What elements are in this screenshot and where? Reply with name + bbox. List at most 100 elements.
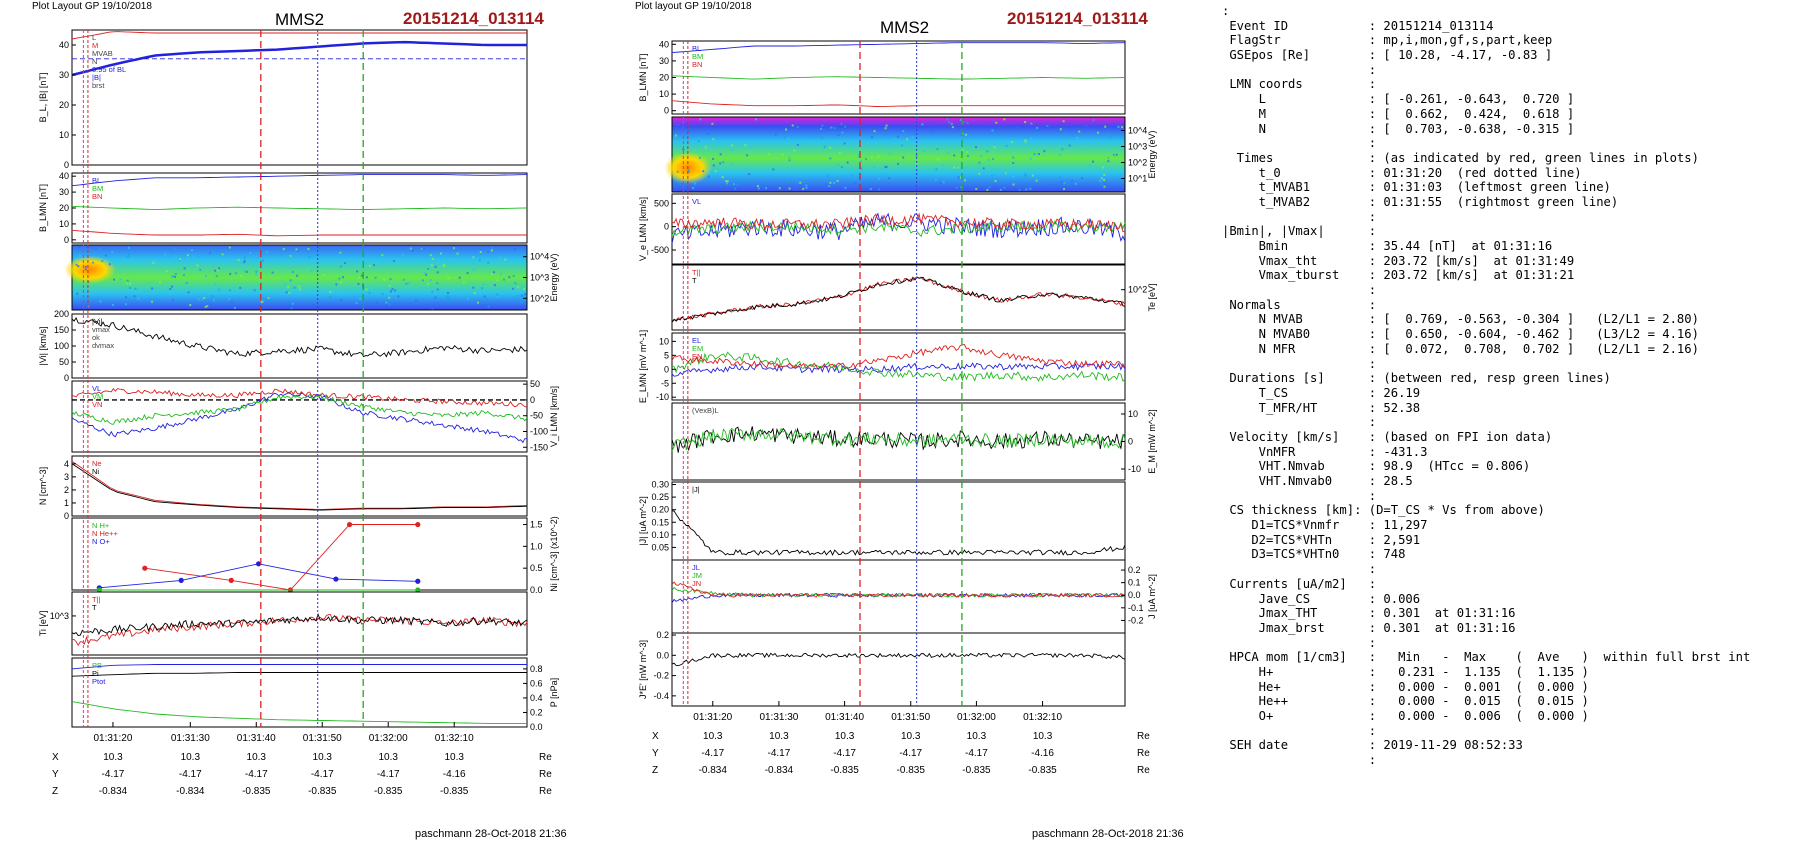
y-axis-label: B_LMN [nT]: [38, 184, 48, 232]
spectrogram-pixel: [436, 282, 439, 285]
spectrogram-pixel: [788, 156, 791, 159]
spectrogram-pixel: [290, 307, 293, 310]
legend-entry: Ne: [92, 459, 102, 468]
spectrogram-pixel: [1046, 124, 1049, 127]
position-value: -4.16: [443, 769, 466, 780]
spectrogram-pixel: [704, 146, 707, 149]
y-axis-label: N [cm^-3]: [38, 467, 48, 505]
spectrogram-pixel: [702, 170, 705, 173]
spectrogram-pixel: [931, 119, 934, 122]
spectrogram-pixel: [74, 252, 77, 255]
info-line: CS thickness [km]: (D=T_CS * Vs from abo…: [1222, 503, 1545, 518]
spectrogram-pixel: [805, 186, 808, 189]
spectrogram-pixel: [383, 278, 386, 281]
spectrogram-pixel: [174, 273, 177, 276]
series--vi-: [71, 317, 528, 358]
spectrogram-pixel: [966, 122, 969, 125]
spectrogram-pixel: [844, 125, 847, 128]
spectrogram-pixel: [389, 278, 392, 281]
spectrogram-pixel: [126, 255, 129, 258]
spectrogram-pixel: [508, 276, 511, 279]
info-line: N MVAB : [ 0.769, -0.563, -0.304 ] (L2/L…: [1222, 312, 1699, 327]
spectrogram-pixel: [411, 249, 414, 252]
position-value: -4.17: [311, 769, 334, 780]
spectrogram-pixel: [1092, 119, 1095, 122]
spectrogram-pixel: [388, 296, 391, 299]
spectrogram-pixel: [796, 125, 799, 128]
spectrogram-pixel: [1058, 154, 1061, 157]
spectrogram-pixel: [692, 186, 695, 189]
spectrogram-pixel: [674, 134, 677, 137]
spectrogram-pixel: [888, 152, 891, 155]
spectrogram-pixel: [425, 273, 428, 276]
info-line: :: [1222, 136, 1377, 151]
spectrogram-pixel: [186, 254, 189, 257]
spectrogram-pixel: [187, 291, 190, 294]
x-tick-label: 01:32:10: [435, 733, 474, 744]
spectrogram-pixel: [784, 136, 787, 139]
spectrogram-pixel: [134, 287, 137, 290]
spectrogram-pixel: [402, 278, 405, 281]
x-tick-label: 01:31:20: [693, 712, 732, 723]
spectrogram-pixel: [682, 148, 685, 151]
spectrogram-pixel: [1074, 182, 1077, 185]
panel-left-7: N H+N He++N O+ 0.0 0.5 1.0 1.5 Ni [cm^-3] (x1…: [71, 516, 559, 595]
info-line: Durations [s] : (between red, resp green…: [1222, 371, 1611, 386]
spectrogram-pixel: [261, 259, 264, 262]
spectrogram-pixel: [267, 296, 270, 299]
spectrogram-pixel: [512, 287, 515, 290]
y-axis-label: E_LMN [mV m^-1]: [638, 330, 648, 403]
series--vexb-: [671, 426, 1126, 453]
info-line: T_CS : 26.19: [1222, 385, 1421, 400]
y-tick-label: 10^3: [530, 273, 549, 283]
spectrogram-pixel: [182, 274, 185, 277]
spectrogram-pixel: [174, 275, 177, 278]
spectrogram-pixel: [860, 160, 863, 163]
position-value: -0.835: [962, 765, 991, 776]
spectrogram-pixel: [1067, 183, 1070, 186]
y-tick-label: 1.0: [530, 541, 543, 551]
spectrogram-pixel: [748, 173, 751, 176]
spectrogram-pixel: [915, 154, 918, 157]
spectrogram-pixel: [1102, 166, 1105, 169]
spectrogram-pixel: [1029, 187, 1032, 190]
spectrogram-pixel: [785, 128, 788, 131]
series--j-: [671, 510, 1126, 556]
spectrogram-pixel: [472, 286, 475, 289]
spectrogram-pixel: [999, 188, 1002, 191]
spectrogram-pixel: [487, 261, 490, 264]
spectrogram-pixel: [698, 156, 701, 159]
spectrogram-pixel: [731, 149, 734, 152]
spectrogram-pixel: [840, 122, 843, 125]
y-tick-label: 100: [54, 341, 69, 351]
spectrogram-pixel: [420, 247, 423, 250]
spectrogram-pixel: [357, 282, 360, 285]
spectrogram-pixel: [365, 276, 368, 279]
spectrogram-pixel: [455, 289, 458, 292]
spectrogram-pixel: [98, 247, 101, 250]
spectrogram-pixel: [342, 276, 345, 279]
spectrogram-pixel: [1100, 183, 1103, 186]
spectrogram-pixel: [125, 296, 128, 299]
spectrogram-pixel: [375, 301, 378, 304]
spectrogram-pixel: [137, 297, 140, 300]
position-value: -0.835: [897, 765, 926, 776]
panel-frame: [71, 455, 528, 517]
spectrogram-pixel: [1012, 162, 1015, 165]
spectrogram-pixel: [228, 298, 231, 301]
legend-entry: T||: [692, 268, 701, 277]
spectrogram-pixel: [421, 279, 424, 282]
position-value: 10.3: [181, 752, 201, 763]
spectrogram-pixel: [959, 118, 962, 121]
spectrogram-pixel: [774, 133, 777, 136]
spectrogram-pixel: [479, 251, 482, 254]
legend-entry: T: [692, 276, 697, 285]
spectrogram-pixel: [829, 181, 832, 184]
spectrogram-pixel: [1115, 153, 1118, 156]
spectrogram-pixel: [1037, 152, 1040, 155]
y-axis-label: Energy (eV): [1147, 130, 1157, 178]
spectrogram-pixel: [208, 251, 211, 254]
